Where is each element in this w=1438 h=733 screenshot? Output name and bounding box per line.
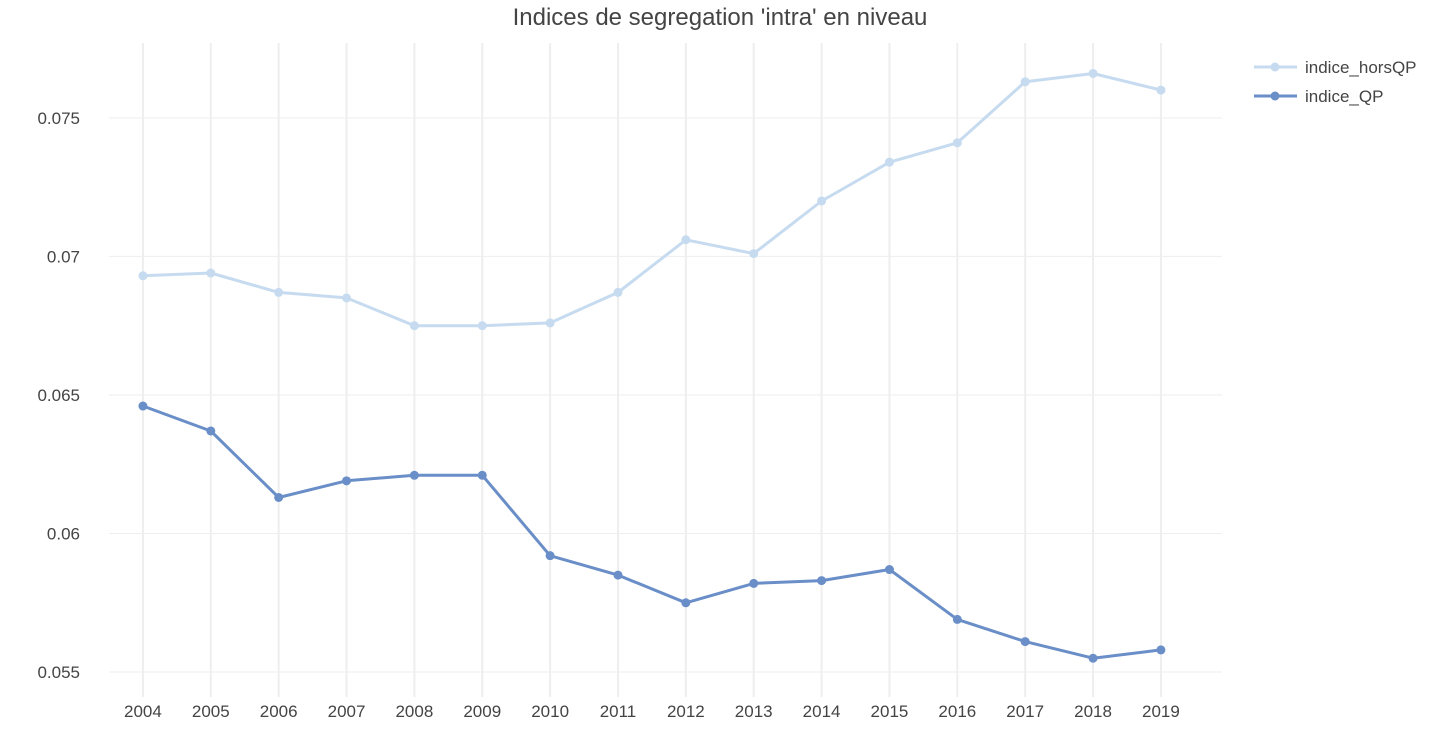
data-point[interactable] <box>1088 653 1098 663</box>
legend-label: indice_horsQP <box>1305 58 1417 77</box>
data-point[interactable] <box>545 318 555 328</box>
data-point[interactable] <box>1088 68 1098 78</box>
legend[interactable]: indice_horsQP indice_QP <box>1254 58 1417 106</box>
x-tick-label: 2010 <box>531 702 569 721</box>
x-tick-label: 2012 <box>667 702 705 721</box>
x-tick-label: 2009 <box>463 702 501 721</box>
y-tick-label: 0.06 <box>47 525 80 544</box>
chart-title: Indices de segregation 'intra' en niveau <box>513 4 928 31</box>
data-point[interactable] <box>681 235 691 245</box>
data-point[interactable] <box>477 470 487 480</box>
data-point[interactable] <box>1156 85 1166 95</box>
y-tick-label: 0.07 <box>47 247 80 266</box>
x-tick-label: 2018 <box>1074 702 1112 721</box>
data-point[interactable] <box>206 426 216 436</box>
data-point[interactable] <box>817 196 827 206</box>
x-tick-label: 2014 <box>803 702 841 721</box>
data-point[interactable] <box>952 614 962 624</box>
legend-item-indice_horsQP[interactable]: indice_horsQP <box>1254 58 1417 77</box>
legend-swatch-marker <box>1270 62 1280 72</box>
x-tick-label: 2019 <box>1142 702 1180 721</box>
data-point[interactable] <box>884 157 894 167</box>
series-indice_QP <box>138 401 1166 663</box>
x-tick-label: 2004 <box>124 702 162 721</box>
data-point[interactable] <box>952 138 962 148</box>
data-point[interactable] <box>884 565 894 575</box>
legend-label: indice_QP <box>1305 87 1383 106</box>
data-point[interactable] <box>817 576 827 586</box>
y-tick-label: 0.055 <box>37 663 80 682</box>
data-point[interactable] <box>409 470 419 480</box>
series-indice_horsQP <box>138 68 1166 331</box>
data-point[interactable] <box>274 492 284 502</box>
series-layer <box>138 68 1166 663</box>
data-point[interactable] <box>342 293 352 303</box>
data-point[interactable] <box>1020 637 1030 647</box>
data-point[interactable] <box>138 271 148 281</box>
x-tick-label: 2007 <box>328 702 366 721</box>
data-point[interactable] <box>613 287 623 297</box>
y-tick-label: 0.075 <box>37 109 80 128</box>
y-tick-label: 0.065 <box>37 386 80 405</box>
data-point[interactable] <box>138 401 148 411</box>
x-tick-label: 2015 <box>871 702 909 721</box>
grid-layer <box>109 43 1222 697</box>
x-tick-label: 2011 <box>600 702 637 721</box>
x-tick-label: 2013 <box>735 702 773 721</box>
series-line <box>141 72 1163 328</box>
data-point[interactable] <box>274 287 284 297</box>
data-point[interactable] <box>749 249 759 259</box>
x-tick-label: 2008 <box>395 702 433 721</box>
x-tick-label: 2017 <box>1006 702 1044 721</box>
data-point[interactable] <box>1156 645 1166 655</box>
legend-swatch-marker <box>1270 91 1280 101</box>
data-point[interactable] <box>206 268 216 278</box>
axis-labels: 2004 2005 2006 2007 2008 2009 2010 2011 2012 2013… <box>37 109 1179 721</box>
x-tick-label: 2006 <box>260 702 298 721</box>
data-point[interactable] <box>613 570 623 580</box>
data-point[interactable] <box>477 321 487 331</box>
data-point[interactable] <box>545 551 555 561</box>
data-point[interactable] <box>681 598 691 608</box>
data-point[interactable] <box>749 578 759 588</box>
data-point[interactable] <box>409 321 419 331</box>
series-line <box>141 404 1163 660</box>
x-tick-label: 2016 <box>938 702 976 721</box>
data-point[interactable] <box>1020 77 1030 87</box>
x-tick-label: 2005 <box>192 702 230 721</box>
legend-item-indice_QP[interactable]: indice_QP <box>1254 87 1383 106</box>
data-point[interactable] <box>342 476 352 486</box>
